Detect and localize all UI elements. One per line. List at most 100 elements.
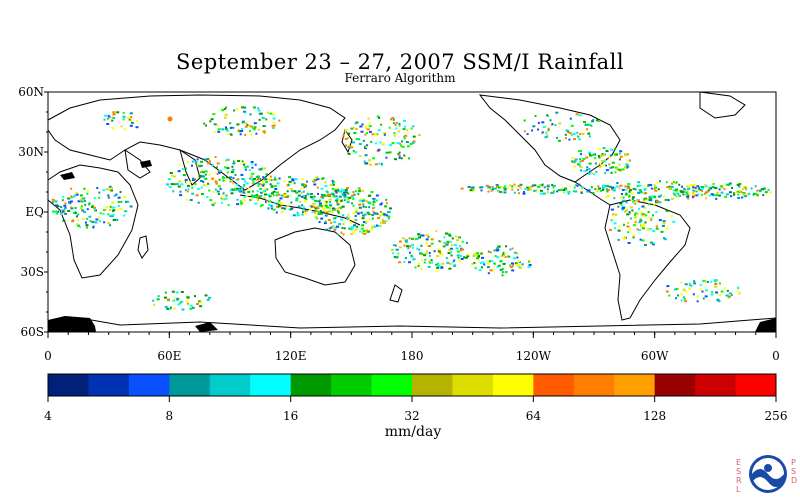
rain-pixel [191, 179, 195, 181]
rain-pixel [618, 152, 621, 155]
rain-pixel [130, 119, 133, 122]
rain-pixel [290, 201, 293, 204]
rain-pixel [461, 240, 464, 243]
rain-pixel [654, 189, 658, 192]
rain-pixel [423, 254, 427, 257]
rain-pixel [519, 187, 522, 190]
rain-pixel [418, 248, 421, 251]
rain-pixel [470, 186, 474, 189]
rain-pixel [634, 212, 637, 215]
rain-pixel [363, 221, 366, 224]
rain-pixel [682, 288, 686, 291]
rain-pixel [211, 163, 214, 166]
rain-pixel [202, 180, 205, 183]
rain-pixel [213, 190, 215, 193]
rain-pixel [285, 195, 289, 198]
rain-pixel [283, 194, 287, 197]
rain-pixel [643, 188, 647, 190]
rain-pixel [351, 202, 353, 205]
rain-pixel [437, 264, 441, 267]
rain-pixel [699, 185, 702, 188]
rain-pixel [374, 163, 378, 166]
rain-pixel [269, 175, 272, 178]
rain-pixel [350, 194, 353, 197]
rain-pixel [611, 186, 614, 189]
rain-pixel [113, 194, 116, 197]
rain-pixel [287, 195, 290, 197]
rain-pixel [446, 240, 450, 243]
rain-pixel [244, 106, 247, 109]
rain-pixel [551, 191, 555, 194]
rain-pixel [266, 188, 269, 191]
rain-pixel [702, 297, 705, 300]
rain-pixel [603, 159, 606, 162]
rain-pixel [497, 186, 501, 189]
rain-pixel [636, 199, 640, 202]
rain-pixel [675, 181, 678, 184]
rain-pixel [275, 211, 278, 214]
rain-pixel [222, 198, 226, 201]
rain-pixel [363, 232, 367, 235]
rain-pixel [503, 186, 507, 189]
rain-pixel [335, 216, 338, 219]
rain-pixel [288, 176, 292, 179]
rain-pixel [379, 221, 383, 224]
rain-pixel [354, 219, 358, 221]
rain-pixel [479, 262, 482, 264]
rain-pixel [152, 299, 155, 302]
rain-pixel [186, 161, 189, 163]
rain-pixel [440, 266, 444, 269]
rain-pixel [447, 242, 450, 245]
rain-pixel [419, 252, 423, 255]
rain-pixel [513, 183, 516, 186]
rain-pixel [612, 213, 615, 216]
rain-pixel [602, 160, 606, 163]
rain-pixel [379, 225, 382, 228]
rain-pixel [186, 296, 190, 299]
rain-pixel [663, 237, 666, 240]
rain-pixel [344, 193, 347, 196]
rain-pixel [241, 106, 245, 109]
rain-pixel [489, 187, 492, 190]
rain-pixel [641, 205, 645, 208]
rain-pixel [610, 219, 613, 222]
rain-pixel [567, 192, 570, 195]
rain-pixel [621, 193, 623, 195]
rain-pixel [168, 186, 172, 188]
rain-pixel [254, 202, 258, 205]
rain-pixel [605, 150, 609, 152]
rain-pixel [628, 228, 631, 230]
rain-pixel [309, 208, 312, 211]
rain-pixel [270, 179, 273, 182]
rain-pixel [342, 134, 345, 137]
rain-pixel [657, 188, 660, 191]
rain-pixel [647, 184, 650, 187]
rain-pixel [511, 269, 515, 272]
rain-pixel [115, 193, 118, 196]
rain-pixel [358, 138, 361, 141]
rain-pixel [586, 166, 589, 169]
rain-pixel [401, 158, 404, 161]
rain-pixel [354, 151, 358, 154]
rain-pixel [233, 109, 236, 112]
rain-pixel [394, 158, 397, 161]
rain-pixel [762, 194, 765, 197]
rain-pixel [112, 111, 115, 114]
rain-pixel [251, 181, 254, 184]
rain-pixel [456, 250, 460, 253]
rain-pixel [272, 208, 276, 211]
rain-pixel [568, 138, 571, 141]
rain-pixel [430, 238, 434, 241]
rain-pixel [702, 279, 706, 282]
rain-pixel [206, 158, 210, 161]
rain-pixel [632, 187, 635, 190]
rain-pixel [164, 296, 167, 299]
rain-pixel [383, 221, 386, 224]
rain-pixel [457, 256, 460, 259]
rain-pixel [313, 183, 317, 186]
rain-pixel [364, 199, 368, 202]
rain-pixel [354, 122, 357, 125]
rain-pixel [68, 197, 71, 200]
rain-pixel [372, 157, 376, 160]
